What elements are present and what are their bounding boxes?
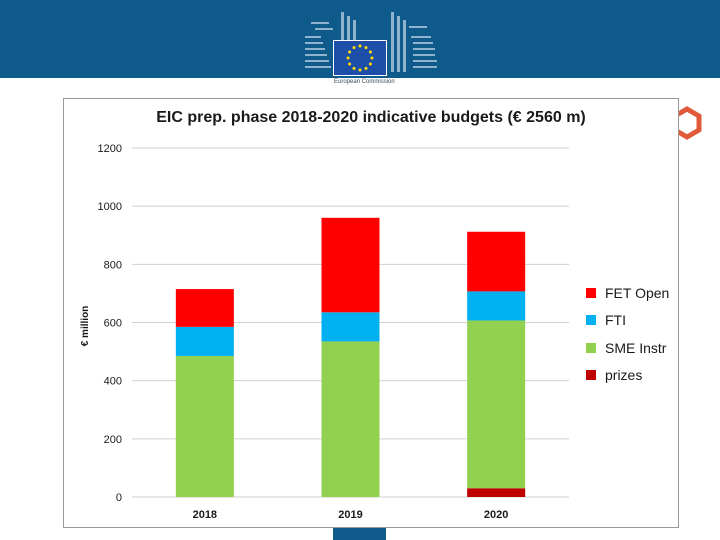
bar-fet-open-2020 (467, 231, 526, 292)
bar-fti-2020 (467, 291, 526, 321)
y-axis-label: € million (80, 306, 91, 347)
tick-layer: 0 200 400 600 800 1000 1200 2018 2019 2020 (98, 143, 509, 521)
legend-label: FTI (605, 312, 626, 329)
y-tick-label: 600 (104, 318, 122, 330)
chart-frame: 0 200 400 600 800 1000 1200 2018 2019 2020 € mill… (63, 98, 679, 528)
y-tick-label: 1000 (98, 201, 122, 213)
x-tick-label: 2020 (484, 509, 508, 521)
legend-item: SME Instr (586, 334, 678, 362)
x-tick-label: 2019 (338, 509, 362, 521)
bar-prizes-2020 (467, 488, 526, 497)
y-tick-label: 0 (116, 492, 122, 504)
legend-item: FET Open (586, 279, 678, 307)
chart-title: EIC prep. phase 2018-2020 indicative bud… (156, 109, 586, 126)
legend-swatch (586, 370, 596, 381)
y-tick-label: 1200 (98, 143, 122, 155)
bar-layer (175, 217, 526, 497)
bar-fet-open-2019 (321, 217, 380, 313)
bar-sme-instr-2018 (175, 355, 234, 497)
legend-label: FET Open (605, 284, 670, 301)
legend-swatch (586, 342, 596, 353)
bar-fti-2019 (321, 312, 380, 342)
bar-sme-instr-2019 (321, 341, 380, 497)
logo-caption: European Commission (334, 79, 395, 85)
legend-swatch (586, 315, 596, 326)
y-tick-label: 400 (104, 376, 122, 388)
european-commission-logo (305, 12, 437, 76)
legend-item: prizes (586, 362, 678, 390)
legend-label: prizes (605, 367, 643, 384)
stacked-bar-chart: 0 200 400 600 800 1000 1200 2018 2019 2020 € mill… (80, 143, 569, 521)
y-tick-label: 800 (104, 259, 122, 271)
x-tick-label: 2018 (193, 509, 217, 521)
legend-item: FTI (586, 307, 678, 335)
legend-swatch (586, 287, 596, 298)
legend: FET Open FTI SME Instr prizes (586, 279, 678, 389)
bar-sme-instr-2020 (467, 320, 526, 489)
eu-stars-icon (346, 44, 374, 72)
y-tick-label: 200 (104, 434, 122, 446)
bar-fet-open-2018 (175, 289, 234, 327)
bar-fti-2018 (175, 326, 234, 356)
legend-label: SME Instr (605, 339, 667, 356)
